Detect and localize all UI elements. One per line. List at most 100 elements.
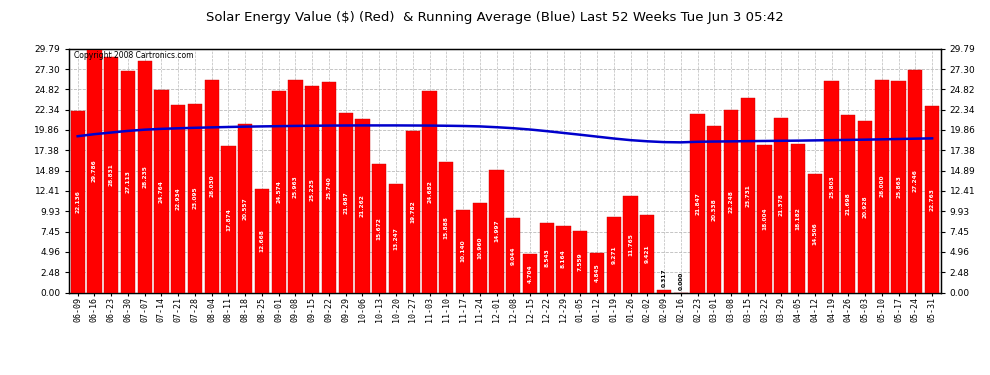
Bar <box>825 81 839 292</box>
Text: 25.803: 25.803 <box>829 176 835 198</box>
Bar <box>657 290 671 292</box>
Text: 25.740: 25.740 <box>327 176 332 199</box>
Text: 4.845: 4.845 <box>595 263 600 282</box>
Text: 0.000: 0.000 <box>678 272 683 290</box>
Text: 20.557: 20.557 <box>243 197 248 220</box>
Text: 8.164: 8.164 <box>561 250 566 268</box>
Text: 8.543: 8.543 <box>544 248 549 267</box>
Bar <box>121 70 135 292</box>
Bar <box>791 144 805 292</box>
Bar <box>556 226 570 292</box>
Bar <box>238 124 252 292</box>
Bar <box>707 126 722 292</box>
Text: 25.863: 25.863 <box>896 175 901 198</box>
Text: 15.672: 15.672 <box>377 217 382 240</box>
Bar <box>573 231 587 292</box>
Bar <box>774 118 788 292</box>
Bar <box>171 105 185 292</box>
Bar <box>892 81 906 292</box>
Text: 23.731: 23.731 <box>745 184 750 207</box>
Text: 21.262: 21.262 <box>360 194 365 217</box>
Text: 20.928: 20.928 <box>862 196 867 218</box>
Bar <box>440 162 453 292</box>
Text: 26.030: 26.030 <box>209 175 214 197</box>
Bar <box>305 86 320 292</box>
Text: 24.764: 24.764 <box>159 180 164 203</box>
Text: 18.004: 18.004 <box>762 207 767 230</box>
Text: 25.963: 25.963 <box>293 175 298 198</box>
Bar <box>355 118 369 292</box>
Text: 23.095: 23.095 <box>192 187 197 209</box>
Text: 7.559: 7.559 <box>578 252 583 271</box>
Bar <box>690 114 705 292</box>
Bar <box>188 104 202 292</box>
Bar <box>70 111 85 292</box>
Text: 21.847: 21.847 <box>695 192 700 214</box>
Bar <box>472 203 487 292</box>
Text: 28.831: 28.831 <box>109 163 114 186</box>
Bar <box>288 80 303 292</box>
Bar <box>925 106 940 292</box>
Text: 29.786: 29.786 <box>92 159 97 182</box>
Bar <box>757 145 772 292</box>
Text: 24.574: 24.574 <box>276 180 281 203</box>
Bar <box>87 49 102 292</box>
Bar <box>389 184 403 292</box>
Text: 10.960: 10.960 <box>477 236 482 259</box>
Text: 0.317: 0.317 <box>661 269 666 288</box>
Text: 4.704: 4.704 <box>528 264 533 283</box>
Bar <box>842 115 855 292</box>
Bar <box>254 189 269 292</box>
Bar <box>540 223 554 292</box>
Text: 21.987: 21.987 <box>344 191 348 214</box>
Bar <box>624 196 638 292</box>
Bar <box>875 80 889 292</box>
Text: 18.182: 18.182 <box>796 207 801 230</box>
Bar <box>489 170 504 292</box>
Text: Solar Energy Value ($) (Red)  & Running Average (Blue) Last 52 Weeks Tue Jun 3 0: Solar Energy Value ($) (Red) & Running A… <box>206 11 784 24</box>
Text: 20.338: 20.338 <box>712 198 717 220</box>
Text: 22.763: 22.763 <box>930 188 935 211</box>
Text: 25.225: 25.225 <box>310 178 315 201</box>
Text: 14.997: 14.997 <box>494 220 499 243</box>
Text: 26.000: 26.000 <box>879 175 884 197</box>
Text: 22.934: 22.934 <box>175 187 181 210</box>
Text: 21.698: 21.698 <box>845 192 850 215</box>
Bar <box>455 210 470 292</box>
Text: 17.874: 17.874 <box>226 208 231 231</box>
Bar <box>808 174 822 292</box>
Bar <box>423 90 437 292</box>
Bar <box>607 217 621 292</box>
Bar <box>372 164 386 292</box>
Text: 27.246: 27.246 <box>913 170 918 192</box>
Text: 13.247: 13.247 <box>393 227 399 250</box>
Text: 9.421: 9.421 <box>644 244 649 263</box>
Bar <box>339 112 352 292</box>
Bar <box>222 146 236 292</box>
Bar <box>205 80 219 292</box>
Text: 22.248: 22.248 <box>729 190 734 213</box>
Text: 22.136: 22.136 <box>75 190 80 213</box>
Bar <box>741 98 755 292</box>
Text: 10.140: 10.140 <box>460 240 465 262</box>
Text: 9.044: 9.044 <box>511 246 516 265</box>
Text: 28.235: 28.235 <box>143 165 148 188</box>
Bar <box>506 219 521 292</box>
Text: 9.271: 9.271 <box>611 245 617 264</box>
Bar <box>154 90 168 292</box>
Text: 24.682: 24.682 <box>427 180 432 203</box>
Bar <box>104 57 119 292</box>
Text: 21.378: 21.378 <box>779 194 784 216</box>
Bar <box>406 130 420 292</box>
Bar <box>271 92 286 292</box>
Bar <box>908 70 923 292</box>
Text: Copyright 2008 Cartronics.com: Copyright 2008 Cartronics.com <box>73 51 193 60</box>
Text: 14.506: 14.506 <box>813 222 818 245</box>
Text: 19.782: 19.782 <box>410 200 415 223</box>
Bar <box>858 121 872 292</box>
Bar <box>138 62 151 292</box>
Text: 15.888: 15.888 <box>444 216 448 239</box>
Text: 12.668: 12.668 <box>259 229 264 252</box>
Bar <box>590 253 604 292</box>
Bar <box>523 254 538 292</box>
